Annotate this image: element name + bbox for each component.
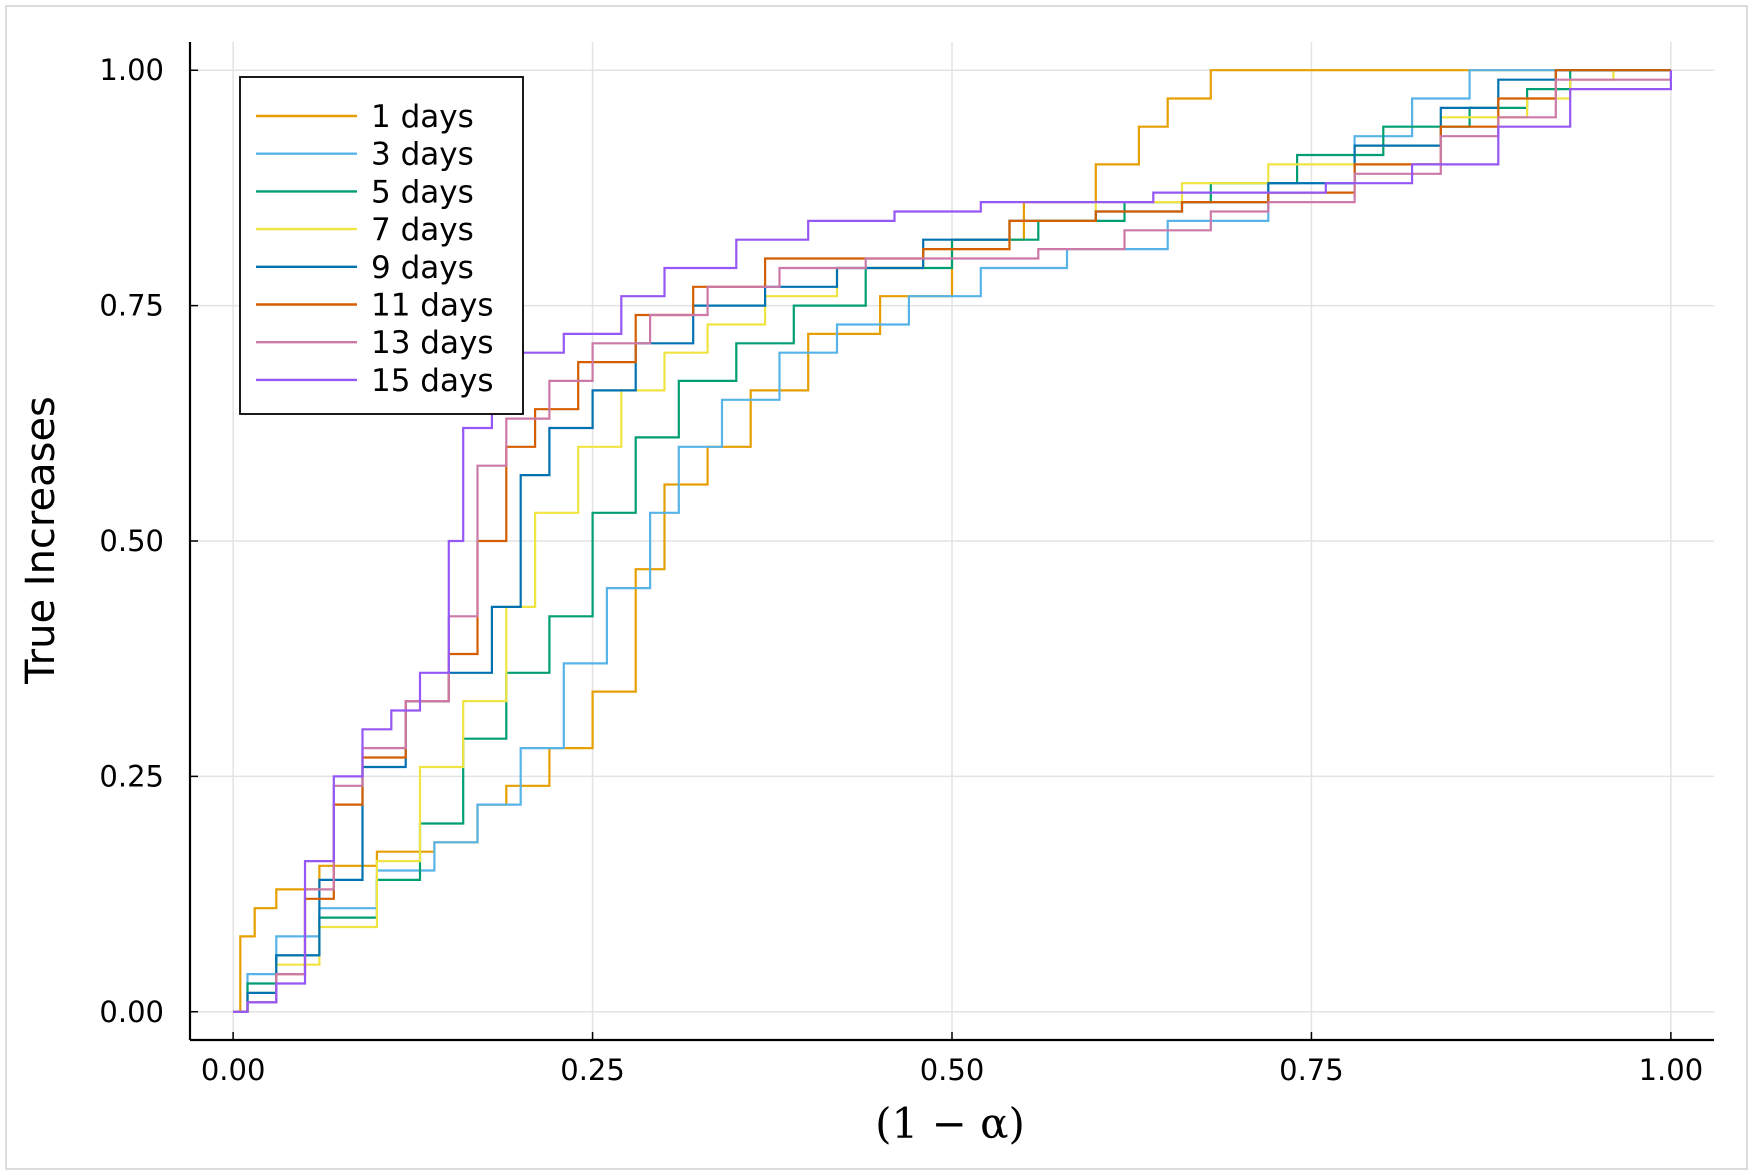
ticks: 0.00 0.25 0.50 0.75 1.00 0.00 0.25 0.50 0.75 1.00 bbox=[99, 53, 1703, 1087]
legend-box bbox=[239, 76, 524, 415]
y-tick-label: 0.00 bbox=[99, 995, 164, 1029]
legend-label: 1 days bbox=[371, 99, 474, 135]
legend-label: 5 days bbox=[371, 174, 474, 210]
legend-label: 15 days bbox=[371, 363, 493, 399]
legend-label: 7 days bbox=[371, 212, 474, 248]
legend-label: 13 days bbox=[371, 325, 493, 361]
legend-label: 9 days bbox=[371, 250, 474, 286]
series-lines bbox=[233, 69, 1672, 1013]
x-tick-label: 1.00 bbox=[1639, 1053, 1704, 1087]
series-line-13-days bbox=[233, 70, 1672, 1013]
y-axis-title: True Increases bbox=[18, 396, 64, 685]
x-axis-title: (1 − α) bbox=[875, 1099, 1025, 1148]
legend-label: 3 days bbox=[371, 137, 474, 173]
x-tick-label: 0.50 bbox=[920, 1053, 985, 1087]
y-tick-label: 0.75 bbox=[99, 289, 164, 323]
x-tick-label: 0.25 bbox=[560, 1053, 625, 1087]
x-tick-label: 0.75 bbox=[1279, 1053, 1344, 1087]
series-line-15-days bbox=[233, 70, 1672, 1013]
legend-label: 11 days bbox=[371, 288, 493, 324]
x-tick-label: 0.00 bbox=[201, 1053, 266, 1087]
y-tick-label: 1.00 bbox=[99, 53, 164, 87]
y-tick-label: 0.25 bbox=[99, 759, 164, 793]
y-tick-label: 0.50 bbox=[99, 524, 164, 558]
series-line-1-days bbox=[233, 69, 1671, 1013]
